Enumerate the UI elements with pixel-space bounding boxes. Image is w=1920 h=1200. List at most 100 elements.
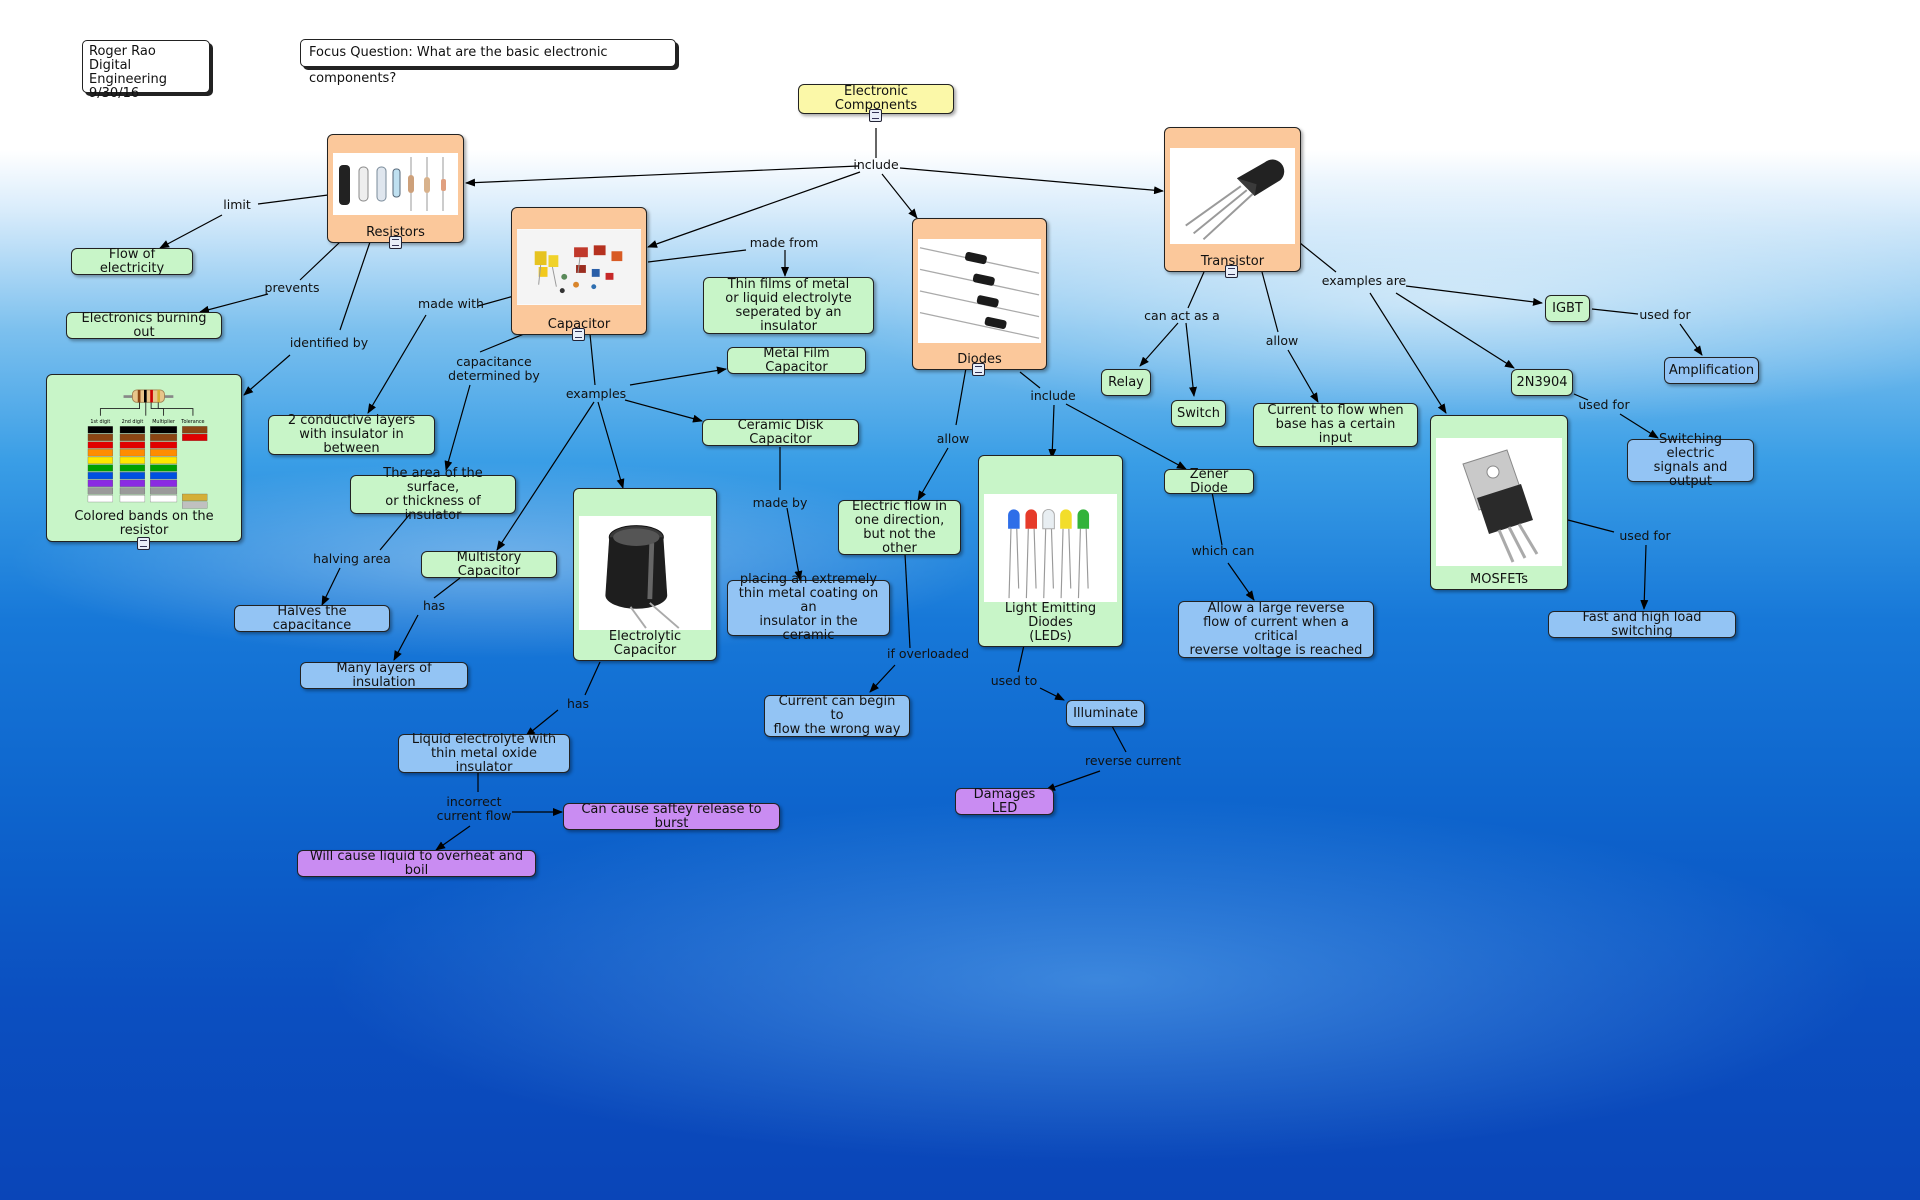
node-diodes[interactable]: Diodes bbox=[912, 218, 1047, 370]
color-band-swatch bbox=[119, 495, 146, 503]
node-label: Electronics burning out bbox=[81, 310, 207, 340]
node-area-of-surface[interactable]: The area of the surface, or thickness of… bbox=[350, 466, 516, 522]
node-leds[interactable]: Light Emitting Diodes (LEDs) bbox=[978, 455, 1123, 647]
node-liquid-overheat[interactable]: Will cause liquid to overheat and boil bbox=[297, 849, 536, 877]
color-band-swatch bbox=[150, 456, 178, 464]
node-igbt[interactable]: IGBT bbox=[1545, 295, 1590, 322]
node-mosfets[interactable]: MOSFETs bbox=[1430, 415, 1568, 590]
color-band-swatch bbox=[150, 472, 178, 480]
node-placing-coating[interactable]: placing an extremely thin metal coating … bbox=[727, 573, 890, 643]
link-label-allow: allow bbox=[1265, 333, 1299, 348]
node-wrong-way[interactable]: Current can begin to flow the wrong way bbox=[764, 695, 910, 737]
link-label-examples: examples bbox=[565, 386, 627, 401]
color-band-swatch bbox=[119, 441, 146, 449]
node-ceramic-disk-capacitor[interactable]: Ceramic Disk Capacitor bbox=[702, 417, 859, 447]
node-switch[interactable]: Switch bbox=[1171, 400, 1226, 427]
node-label: Current can begin to flow the wrong way bbox=[773, 694, 901, 737]
link-label-limit: limit bbox=[223, 197, 251, 212]
node-capacitor[interactable]: Capacitor bbox=[511, 207, 647, 335]
color-band-swatch bbox=[87, 472, 113, 480]
node-large-reverse[interactable]: Allow a large reverse flow of current wh… bbox=[1178, 601, 1374, 658]
color-band-swatch bbox=[150, 433, 178, 441]
node-fast-switching[interactable]: Fast and high load switching bbox=[1548, 610, 1736, 638]
capacitors-image bbox=[517, 229, 641, 305]
resource-doc-icon[interactable] bbox=[869, 109, 882, 122]
node-label: placing an extremely thin metal coating … bbox=[738, 572, 879, 643]
node-metal-film-capacitor[interactable]: Metal Film Capacitor bbox=[727, 346, 866, 374]
link-label-made-with: made with bbox=[418, 296, 484, 311]
link-label-made-from: made from bbox=[749, 235, 819, 250]
link-label-used-to: used to bbox=[990, 673, 1038, 688]
node-label: Capacitor bbox=[547, 317, 611, 332]
tolerance-swatch bbox=[182, 493, 208, 501]
node-resistors[interactable]: Resistors bbox=[327, 134, 464, 243]
color-band-swatch bbox=[87, 426, 113, 434]
node-label: Can cause saftey release to burst bbox=[581, 801, 762, 831]
diodes-image bbox=[918, 239, 1041, 343]
node-liquid-electrolyte[interactable]: Liquid electrolyte with thin metal oxide… bbox=[398, 732, 570, 774]
node-label: Current to flow when base has a certain … bbox=[1267, 403, 1404, 446]
link-label-has: has bbox=[566, 696, 590, 711]
node-label: Damages LED bbox=[973, 786, 1036, 816]
link-label-made-by: made by bbox=[752, 495, 808, 510]
node-electrolytic-capacitor[interactable]: Electrolytic Capacitor bbox=[573, 488, 717, 661]
node-label: 2N3904 bbox=[1516, 374, 1568, 390]
node-label: Thin films of metal or liquid electrolyt… bbox=[725, 276, 852, 334]
color-band-swatch bbox=[119, 433, 146, 441]
node-amplification[interactable]: Amplification bbox=[1664, 357, 1759, 384]
node-colored-bands[interactable]: 1st digit 2nd digit Multiplier Tolerance… bbox=[46, 374, 242, 542]
link-label-used-for: used for bbox=[1578, 397, 1630, 412]
node-label: Amplification bbox=[1668, 362, 1755, 378]
node-halves-capacitance[interactable]: Halves the capacitance bbox=[234, 604, 390, 632]
node-2n3904[interactable]: 2N3904 bbox=[1511, 369, 1573, 396]
color-band-swatch bbox=[150, 464, 178, 472]
color-band-swatch bbox=[119, 479, 146, 487]
color-band-swatch bbox=[87, 449, 113, 457]
author-info-box: Roger Rao Digital Engineering 9/30/16 bbox=[82, 40, 210, 101]
resource-doc-icon[interactable] bbox=[137, 537, 150, 550]
node-thin-films[interactable]: Thin films of metal or liquid electrolyt… bbox=[703, 277, 874, 334]
node-label: Colored bands on the resistor bbox=[74, 509, 214, 538]
link-label-can-act-as-a: can act as a bbox=[1144, 308, 1220, 323]
node-one-direction[interactable]: Electric flow in one direction, but not … bbox=[838, 499, 961, 555]
node-conductive-layers[interactable]: 2 conductive layers with insulator in be… bbox=[268, 414, 435, 456]
chart-header: Tolerance bbox=[180, 419, 204, 425]
node-flow-of-electricity[interactable]: Flow of electricity bbox=[71, 247, 193, 275]
link-label-capacitance-determined-by: capacitance determined by bbox=[448, 354, 540, 383]
node-switching-signals[interactable]: Switching electric signals and output bbox=[1627, 432, 1754, 488]
resource-doc-icon[interactable] bbox=[389, 236, 402, 249]
node-electronics-burning-out[interactable]: Electronics burning out bbox=[66, 310, 222, 340]
resource-doc-icon[interactable] bbox=[972, 363, 985, 376]
color-band-swatch bbox=[87, 479, 113, 487]
link-label-if-overloaded: if overloaded bbox=[886, 646, 970, 661]
node-label: Light Emitting Diodes (LEDs) bbox=[1004, 601, 1097, 644]
node-transistor[interactable]: Transistor bbox=[1164, 127, 1301, 272]
color-band-swatch bbox=[87, 464, 113, 472]
resource-doc-icon[interactable] bbox=[1225, 265, 1238, 278]
electrolytic-capacitor-image bbox=[579, 516, 711, 630]
color-band-swatch bbox=[150, 487, 178, 495]
leds-image bbox=[984, 494, 1117, 602]
node-zener-diode[interactable]: Zener Diode bbox=[1164, 467, 1254, 495]
node-damages-led[interactable]: Damages LED bbox=[955, 786, 1054, 816]
node-multistory-capacitor[interactable]: Multistory Capacitor bbox=[421, 550, 557, 578]
link-label-prevents: prevents bbox=[264, 280, 320, 295]
node-relay[interactable]: Relay bbox=[1101, 369, 1151, 396]
node-current-flow-base[interactable]: Current to flow when base has a certain … bbox=[1253, 403, 1418, 447]
node-label: IGBT bbox=[1552, 300, 1583, 316]
node-illuminate[interactable]: Illuminate bbox=[1066, 700, 1145, 727]
resource-doc-icon[interactable] bbox=[572, 328, 585, 341]
node-saftey-release[interactable]: Can cause saftey release to burst bbox=[563, 801, 780, 831]
node-label: Transistor bbox=[1200, 254, 1265, 269]
color-band-swatch bbox=[87, 487, 113, 495]
color-band-swatch bbox=[150, 441, 178, 449]
node-label: Ceramic Disk Capacitor bbox=[737, 417, 824, 447]
node-label: The area of the surface, or thickness of… bbox=[383, 465, 483, 523]
node-many-layers[interactable]: Many layers of insulation bbox=[300, 661, 468, 689]
focus-question-box: Focus Question: What are the basic elect… bbox=[300, 39, 676, 86]
node-label: Allow a large reverse flow of current wh… bbox=[1189, 600, 1363, 658]
link-label-identified-by: identified by bbox=[289, 335, 369, 350]
node-label: Diodes bbox=[957, 352, 1002, 367]
color-band-swatch bbox=[119, 472, 146, 480]
node-label: Electrolytic Capacitor bbox=[608, 629, 682, 658]
